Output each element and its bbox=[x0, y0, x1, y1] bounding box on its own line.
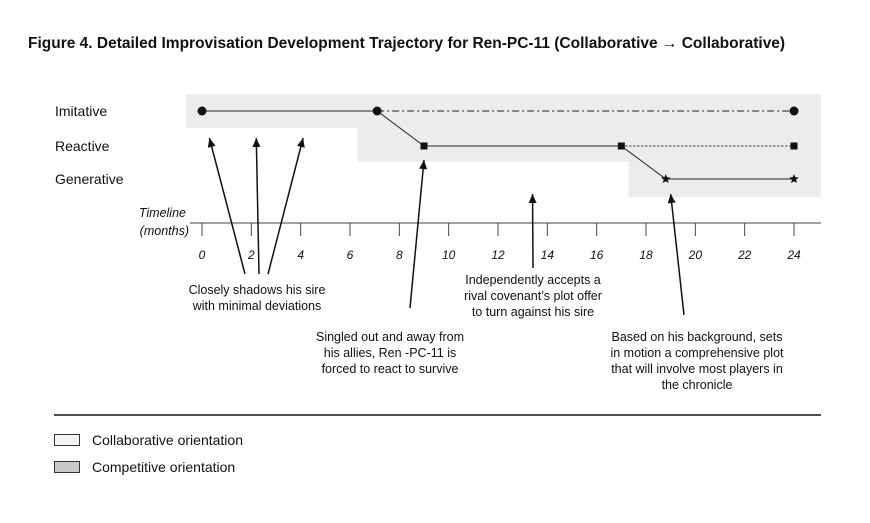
level-label-reactive: Reactive bbox=[55, 138, 110, 154]
annotation-text: that will involve most players in bbox=[611, 362, 783, 376]
legend-swatch-collaborative bbox=[54, 434, 80, 446]
legend-label-competitive: Competitive orientation bbox=[92, 459, 236, 475]
annotation-arrow bbox=[409, 159, 425, 309]
annotation-text: the chronicle bbox=[662, 378, 733, 392]
tick-label: 20 bbox=[688, 248, 703, 262]
tick-label: 16 bbox=[590, 248, 604, 262]
trajectory-point bbox=[420, 142, 428, 150]
legend-label-collaborative: Collaborative orientation bbox=[92, 432, 243, 448]
annotation-arrowhead bbox=[419, 160, 428, 170]
trajectory-point bbox=[790, 142, 798, 150]
legend-item-collaborative: Collaborative orientation bbox=[54, 431, 243, 449]
timeline-unit-label: (months) bbox=[140, 224, 189, 238]
annotation-text: with minimal deviations bbox=[192, 299, 322, 313]
tick-label: 12 bbox=[491, 248, 505, 262]
annotation-text: forced to react to survive bbox=[322, 362, 459, 376]
annotation-text: Closely shadows his sire bbox=[189, 283, 326, 297]
annotation-arrowhead bbox=[297, 138, 305, 148]
level-label-imitative: Imitative bbox=[55, 103, 107, 119]
shaded-region bbox=[357, 128, 821, 162]
trajectory-point bbox=[617, 142, 625, 150]
trajectory-point bbox=[789, 174, 799, 184]
annotation-arrow bbox=[267, 137, 304, 275]
annotation-arrowhead bbox=[207, 138, 216, 148]
tick-label: 22 bbox=[737, 248, 752, 262]
annotation-text: Singled out and away from bbox=[316, 330, 464, 344]
tick-label: 18 bbox=[639, 248, 653, 262]
annotation-arrow bbox=[255, 137, 260, 275]
figure-title: Figure 4. Detailed Improvisation Develop… bbox=[28, 35, 786, 52]
annotation-arrowhead bbox=[667, 194, 676, 204]
annotation-text: in motion a comprehensive plot bbox=[610, 346, 784, 360]
tick-label: 10 bbox=[442, 248, 456, 262]
annotation-text: rival covenant’s plot offer bbox=[464, 289, 602, 303]
legend-item-competitive: Competitive orientation bbox=[54, 458, 235, 476]
tick-label: 2 bbox=[247, 248, 255, 262]
annotation-text: Independently accepts a bbox=[465, 273, 601, 287]
tick-label: 24 bbox=[786, 248, 801, 262]
tick-label: 4 bbox=[297, 248, 304, 262]
tick-label: 6 bbox=[347, 248, 354, 262]
legend-swatch-competitive bbox=[54, 461, 80, 473]
annotation-text: his allies, Ren -PC-11 is bbox=[324, 346, 456, 360]
timeline-label: Timeline bbox=[139, 206, 186, 220]
tick-label: 0 bbox=[199, 248, 206, 262]
annotation-text: to turn against his sire bbox=[472, 305, 594, 319]
annotation-arrowhead bbox=[528, 194, 537, 204]
annotation-arrow bbox=[669, 193, 685, 316]
annotation-text: Based on his background, sets bbox=[612, 330, 783, 344]
tick-label: 14 bbox=[541, 248, 555, 262]
trajectory-point bbox=[660, 174, 671, 184]
trajectory-point bbox=[789, 106, 799, 116]
annotation-arrow bbox=[208, 137, 246, 275]
level-label-generative: Generative bbox=[55, 171, 124, 187]
trajectory-point bbox=[197, 106, 207, 116]
tick-label: 8 bbox=[396, 248, 403, 262]
annotation-arrowhead bbox=[252, 138, 261, 148]
trajectory-line bbox=[202, 110, 794, 180]
trajectory-point bbox=[372, 106, 382, 116]
